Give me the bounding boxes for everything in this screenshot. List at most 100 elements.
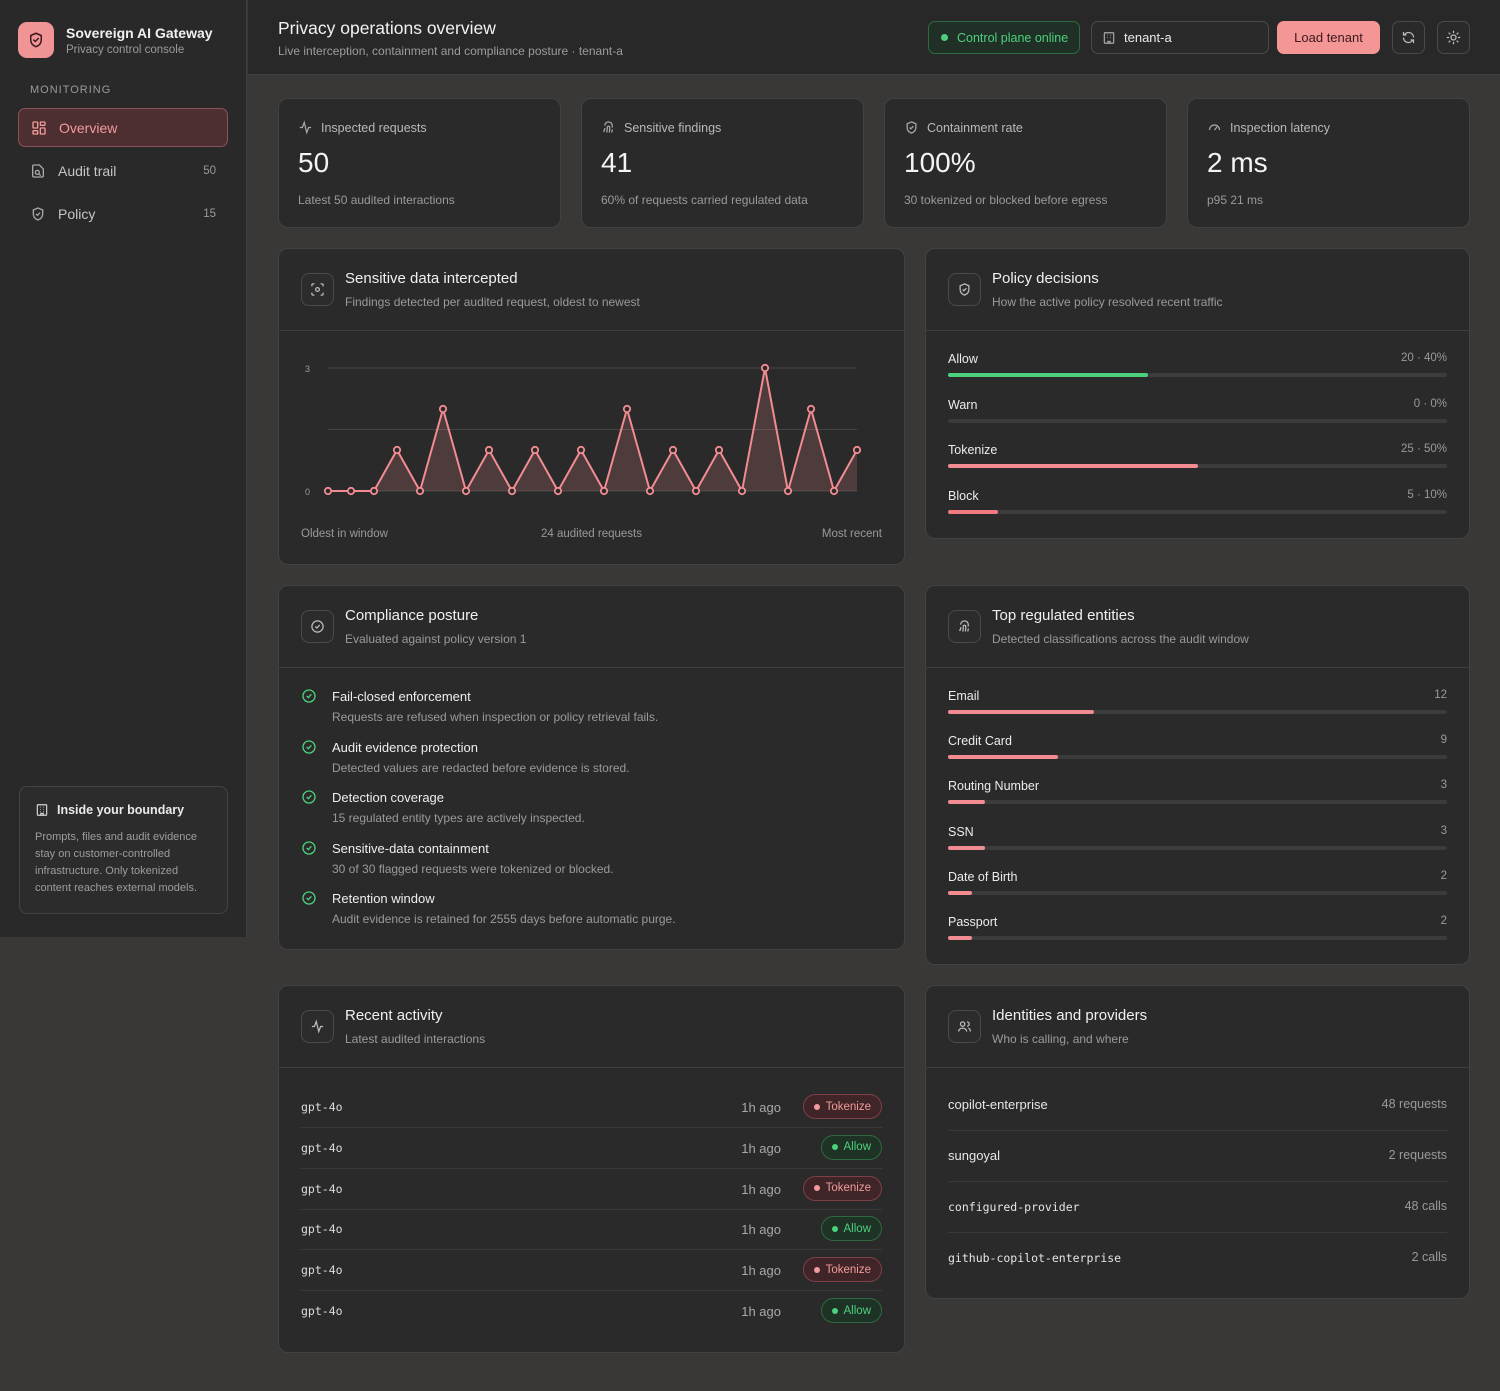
entity-label: Passport	[948, 915, 998, 929]
identity-row: configured-provider 48 calls	[948, 1182, 1447, 1233]
entity-row: Date of Birth 2	[948, 870, 1447, 900]
badge-dot-icon	[813, 1185, 820, 1192]
tenant-input[interactable]	[1124, 30, 1264, 45]
panel-title: Policy decisions	[992, 270, 1099, 287]
entity-row: Passport 2	[948, 915, 1447, 945]
activity-row[interactable]: gpt-4o 1h ago Tokenize	[301, 1169, 882, 1210]
status-dot-icon	[941, 34, 948, 41]
grid-icon	[31, 120, 47, 136]
chart-data-point	[737, 486, 747, 496]
compliance-item-title: Detection coverage	[332, 790, 445, 805]
activity-action-badge: Allow	[820, 1298, 882, 1323]
sidebar-item-policy[interactable]: Policy 15	[18, 194, 228, 233]
panel-title: Compliance posture	[345, 607, 479, 624]
sidebar-nav: Overview Audit trail 50 Policy 15	[18, 108, 228, 237]
policy-progress-track	[948, 418, 1447, 423]
identity-name: github-copilot-enterprise	[948, 1251, 1122, 1265]
policy-row-value: 20 · 40%	[1400, 352, 1447, 364]
load-tenant-button[interactable]: Load tenant	[1277, 21, 1380, 54]
compliance-item-description: 30 of 30 flagged requests were tokenized…	[332, 861, 614, 876]
chart-data-point	[829, 486, 839, 496]
check-circle-icon	[301, 890, 317, 911]
x-axis-right-label: Most recent	[821, 528, 882, 540]
chart-data-point	[760, 363, 770, 373]
policy-decisions-panel: Policy decisions How the active policy r…	[925, 248, 1470, 539]
identity-name: copilot-enterprise	[948, 1097, 1048, 1112]
activity-action-badge: Tokenize	[802, 1175, 882, 1201]
stat-subtext: 30 tokenized or blocked before egress	[904, 193, 1108, 207]
compliance-item-title: Fail-closed enforcement	[332, 689, 471, 704]
activity-row[interactable]: gpt-4o 1h ago Allow	[301, 1291, 882, 1332]
chart-data-point	[369, 486, 379, 496]
badge-dot-icon	[813, 1266, 820, 1273]
entity-progress-fill	[948, 936, 973, 940]
entity-progress-fill	[948, 800, 985, 805]
building-icon	[36, 804, 48, 816]
entity-label: Email	[948, 689, 980, 703]
check-circle-icon	[301, 610, 334, 643]
compliance-item-title: Audit evidence protection	[332, 739, 478, 755]
chart-data-point	[438, 404, 448, 414]
identity-name: sungoyal	[948, 1148, 1001, 1163]
activity-row[interactable]: gpt-4o 1h ago Allow	[301, 1128, 882, 1169]
chart-series-line	[328, 367, 858, 492]
entity-progress-track	[948, 890, 1447, 895]
policy-progress-track	[948, 509, 1447, 514]
check-circle-icon	[301, 789, 317, 810]
page-subtitle: Live interception, containment and compl…	[278, 44, 623, 58]
status-text: Control plane online	[957, 30, 1069, 45]
entity-label: Credit Card	[948, 734, 1012, 749]
activity-row[interactable]: gpt-4o 1h ago Tokenize	[301, 1250, 882, 1292]
x-axis-left-label: Oldest in window	[301, 528, 388, 540]
entity-label: Date of Birth	[948, 869, 1018, 884]
compliance-panel: Compliance posture Evaluated against pol…	[278, 585, 905, 950]
activity-action-badge: Tokenize	[802, 1094, 882, 1119]
chart-data-point	[645, 486, 655, 496]
refresh-button[interactable]	[1392, 21, 1425, 54]
identity-count: 48 calls	[1404, 1199, 1447, 1213]
scan-search-icon	[301, 273, 334, 306]
activity-row[interactable]: gpt-4o 1h ago Allow	[301, 1209, 882, 1251]
chart-data-point	[553, 486, 563, 496]
identity-row: github-copilot-enterprise 2 calls	[948, 1233, 1447, 1284]
panel-title: Recent activity	[345, 1007, 443, 1024]
intercepted-chart-panel: Sensitive data intercepted Findings dete…	[278, 248, 905, 565]
identity-row: sungoyal 2 requests	[948, 1131, 1447, 1182]
tenant-field[interactable]	[1091, 21, 1269, 54]
badge-label: Allow	[843, 1141, 871, 1154]
sidebar-item-overview[interactable]: Overview	[18, 108, 228, 147]
panel-subtitle: How the active policy resolved recent tr…	[992, 295, 1223, 309]
activity-row[interactable]: gpt-4o 1h ago Tokenize	[301, 1087, 882, 1128]
entity-progress-fill	[948, 845, 985, 850]
activity-action-badge: Allow	[820, 1134, 882, 1160]
sidebar-item-count: 15	[203, 207, 216, 220]
brand-title: Sovereign AI Gateway	[66, 24, 213, 41]
activity-model: gpt-4o	[301, 1304, 343, 1318]
badge-label: Tokenize	[825, 1182, 871, 1195]
policy-row-value: 25 · 50%	[1400, 443, 1447, 455]
stat-subtext: Latest 50 audited interactions	[298, 193, 455, 207]
stat-value: 50	[298, 147, 330, 178]
chart-data-point	[622, 404, 632, 414]
theme-toggle-button[interactable]	[1437, 21, 1470, 54]
badge-dot-icon	[831, 1307, 838, 1314]
badge-label: Tokenize	[825, 1100, 871, 1113]
chart-data-point	[714, 445, 724, 455]
sidebar-item-count: 50	[203, 164, 216, 177]
stat-card-inspection-latency: Inspection latency 2 ms p95 21 ms	[1187, 98, 1470, 228]
check-circle-icon	[301, 739, 317, 760]
panel-subtitle: Who is calling, and where	[992, 1032, 1129, 1046]
sidebar-item-audit-trail[interactable]: Audit trail 50	[18, 151, 228, 190]
policy-progress-fill	[948, 373, 1148, 377]
check-circle-icon	[301, 840, 317, 861]
identity-count: 2 requests	[1388, 1148, 1447, 1162]
activity-model: gpt-4o	[301, 1263, 343, 1278]
compliance-item-description: Requests are refused when inspection or …	[332, 710, 659, 724]
x-axis-center-label: 24 audited requests	[540, 528, 643, 540]
entity-progress-track	[948, 755, 1447, 760]
identity-row: copilot-enterprise 48 requests	[948, 1080, 1447, 1131]
stat-label: Inspection latency	[1230, 120, 1331, 135]
panel-subtitle: Detected classifications across the audi…	[992, 632, 1249, 646]
building-icon	[1103, 31, 1115, 44]
stat-card-inspected-requests: Inspected requests 50 Latest 50 audited …	[278, 98, 561, 228]
